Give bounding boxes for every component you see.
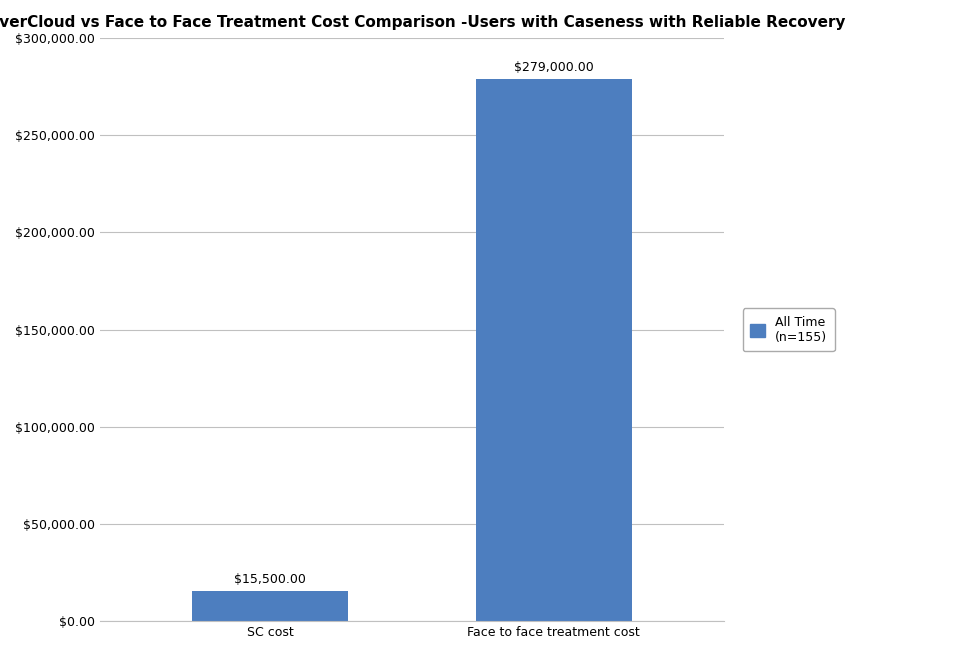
Bar <box>192 591 348 621</box>
Text: $279,000.00: $279,000.00 <box>514 61 594 74</box>
Text: $15,500.00: $15,500.00 <box>234 573 306 586</box>
Title: SilverCloud vs Face to Face Treatment Cost Comparison -Users with Caseness with : SilverCloud vs Face to Face Treatment Co… <box>0 15 846 30</box>
Bar <box>475 79 632 621</box>
Legend: All Time
(n=155): All Time (n=155) <box>743 308 835 351</box>
